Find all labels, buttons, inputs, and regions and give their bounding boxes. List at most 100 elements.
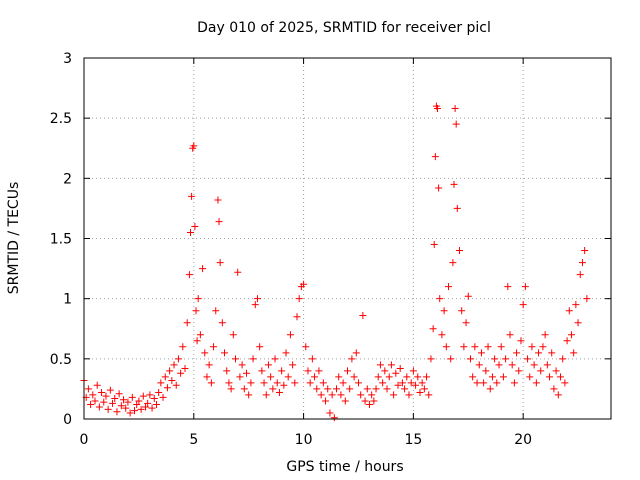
data-point (109, 399, 117, 407)
data-point (271, 355, 279, 363)
data-point (365, 401, 373, 409)
data-point (442, 343, 450, 351)
data-point (499, 373, 507, 381)
data-point (430, 241, 438, 249)
data-point (131, 407, 139, 415)
data-point (482, 367, 490, 375)
data-point (247, 379, 255, 387)
data-point (185, 271, 193, 279)
data-point (506, 331, 514, 339)
data-point (196, 331, 204, 339)
data-point (188, 192, 196, 200)
data-point (113, 408, 121, 416)
data-point (215, 218, 223, 226)
data-point (192, 307, 200, 315)
data-point (115, 390, 123, 398)
data-point (407, 379, 415, 387)
data-point (199, 265, 207, 273)
data-point (273, 379, 281, 387)
grid-lines (84, 58, 611, 419)
data-point (385, 373, 393, 381)
data-point (122, 404, 130, 412)
data-point (137, 405, 145, 413)
data-point (201, 349, 209, 357)
y-tick-label: 0.5 (50, 352, 72, 368)
data-point (403, 373, 411, 381)
data-point (245, 391, 253, 399)
data-point (405, 391, 413, 399)
data-point (98, 389, 106, 397)
data-point (561, 379, 569, 387)
data-point (333, 385, 341, 393)
y-tick-label: 1 (63, 292, 72, 308)
data-point (450, 180, 458, 188)
data-point (390, 391, 398, 399)
data-point (526, 373, 534, 381)
data-point (269, 385, 277, 393)
data-point (102, 392, 110, 400)
y-tick-label: 2 (63, 171, 72, 187)
data-point (161, 373, 169, 381)
data-point (458, 307, 466, 315)
data-point (449, 259, 457, 267)
data-point (84, 385, 92, 393)
data-point (438, 331, 446, 339)
data-point (445, 283, 453, 291)
data-point (282, 349, 290, 357)
data-point (181, 364, 189, 372)
data-point (190, 142, 198, 150)
data-point (210, 343, 218, 351)
data-point (295, 295, 303, 303)
data-point (497, 343, 505, 351)
data-point (383, 385, 391, 393)
data-point (379, 379, 387, 387)
data-point (572, 301, 580, 309)
data-point (539, 343, 547, 351)
data-point (530, 361, 538, 369)
data-point (416, 389, 424, 397)
data-point (341, 397, 349, 405)
data-point (330, 414, 338, 422)
data-point (517, 337, 525, 345)
data-point (267, 373, 275, 381)
data-point (93, 381, 101, 389)
data-point (552, 367, 560, 375)
data-point (278, 367, 286, 375)
data-point (104, 405, 112, 413)
data-point (469, 373, 477, 381)
data-point (508, 361, 516, 369)
data-point (223, 367, 231, 375)
data-point (556, 373, 564, 381)
x-tick-label: 10 (295, 432, 313, 448)
data-point (106, 386, 114, 394)
data-point (240, 385, 248, 393)
data-point (361, 397, 369, 405)
data-point (502, 355, 510, 363)
data-point (363, 385, 371, 393)
data-point (578, 259, 586, 267)
data-point (493, 379, 501, 387)
data-point (194, 295, 202, 303)
data-point (528, 343, 536, 351)
data-point (429, 325, 437, 333)
data-point (242, 369, 250, 377)
data-point (574, 319, 582, 327)
chart-title: Day 010 of 2025, SRMTID for receiver pic… (197, 20, 491, 36)
data-point (144, 399, 152, 407)
data-point (148, 404, 156, 412)
data-point (227, 385, 235, 393)
x-axis-label: GPS time / hours (286, 459, 403, 475)
data-point (253, 295, 261, 303)
data-point (412, 381, 420, 389)
data-point (532, 379, 540, 387)
data-point (221, 349, 229, 357)
data-point (300, 280, 308, 288)
data-point (214, 196, 222, 204)
data-point (348, 355, 356, 363)
data-point (229, 331, 237, 339)
data-point (324, 385, 332, 393)
data-point (275, 389, 283, 397)
data-point (174, 355, 182, 363)
data-point (462, 319, 470, 327)
data-point (133, 401, 141, 409)
